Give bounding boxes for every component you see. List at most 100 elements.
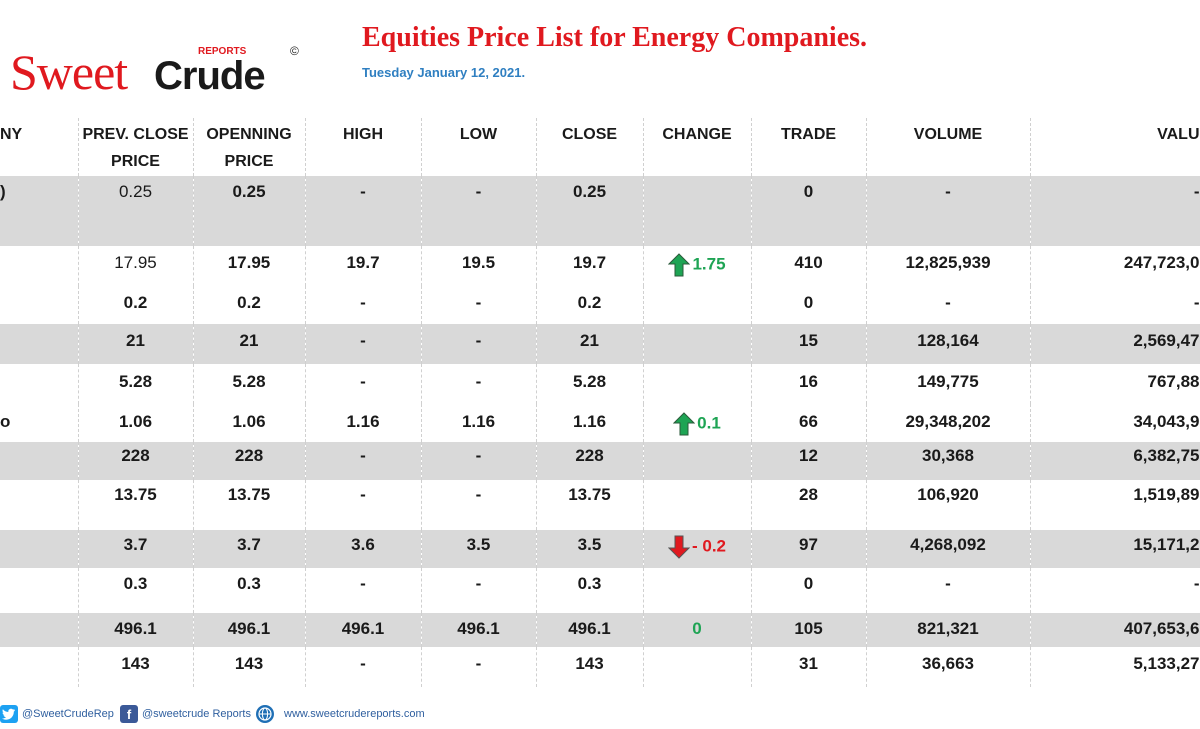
cell-open: 21 [193, 324, 306, 364]
cell-prev: 5.28 [78, 364, 194, 404]
cell-low: - [421, 364, 537, 404]
cell-value: 2,569,47 [1030, 324, 1200, 364]
cell-volume: 29,348,202 [866, 404, 1031, 442]
cell-company [0, 442, 79, 480]
cell-close: 13.75 [536, 480, 644, 530]
cell-prev: 0.2 [78, 286, 194, 324]
table-row: 496.1 496.1 496.1 496.1 496.1 0 105 821,321 407,… [0, 613, 1200, 647]
arrow-down-icon [667, 535, 690, 559]
table-row: 0.3 0.3- -0.3 0- - [0, 568, 1200, 613]
table-row: 21 21- -21 15 128,164 2,569,47 [0, 324, 1200, 364]
cell-volume: 4,268,092 [866, 530, 1031, 568]
logo-crude: Crude [154, 54, 266, 98]
cell-open: 5.28 [193, 364, 306, 404]
cell-volume: 30,368 [866, 442, 1031, 480]
column-header: OPENNING PRICE [193, 118, 306, 176]
column-header-label: NY [0, 126, 23, 143]
cell-volume: 36,663 [866, 647, 1031, 687]
column-header-label: VALU [1157, 126, 1200, 143]
cell-value: - [1030, 568, 1200, 613]
column-header: LOW [421, 118, 537, 176]
cell-high: - [305, 480, 422, 530]
cell-open: 3.7 [193, 530, 306, 568]
cell-value: 1,519,89 [1030, 480, 1200, 530]
cell-company [0, 647, 79, 687]
cell-value: 34,043,9 [1030, 404, 1200, 442]
globe-icon [256, 705, 274, 723]
cell-change: - 0.2 [643, 530, 752, 568]
cell-close: 0.25 [536, 176, 644, 246]
cell-value: 5,133,27 [1030, 647, 1200, 687]
cell-company [0, 530, 79, 568]
page-title: Equities Price List for Energy Companies… [362, 22, 868, 53]
website-url: www.sweetcrudereports.com [284, 708, 425, 720]
cell-prev: 13.75 [78, 480, 194, 530]
table-row: 143 143- -143 31 36,663 5,133,27 [0, 647, 1200, 687]
cell-trade: 105 [751, 613, 867, 647]
column-header-label: OPENNING [206, 126, 292, 143]
change-value: 1.75 [692, 254, 726, 274]
facebook-handle: @sweetcrude Reports [142, 708, 251, 720]
cell-company [0, 568, 79, 613]
cell-change [643, 647, 752, 687]
cell-value: - [1030, 176, 1200, 246]
twitter-link[interactable]: @SweetCrudeRep [0, 705, 114, 723]
table-row: 5.28 5.28- -5.28 16 149,775 767,88 [0, 364, 1200, 404]
cell-prev: 496.1 [78, 613, 194, 647]
cell-company [0, 480, 79, 530]
cell-low: - [421, 286, 537, 324]
cell-trade: 0 [751, 286, 867, 324]
cell-trade: 0 [751, 568, 867, 613]
column-header-label: PREV. CLOSE [82, 126, 189, 143]
facebook-link[interactable]: f @sweetcrude Reports [120, 705, 251, 723]
cell-prev: 1.06 [78, 404, 194, 442]
report-date: Tuesday January 12, 2021. [362, 65, 526, 80]
cell-change [643, 324, 752, 364]
cell-value: 767,88 [1030, 364, 1200, 404]
cell-prev: 3.7 [78, 530, 194, 568]
cell-high: - [305, 364, 422, 404]
cell-prev: 0.3 [78, 568, 194, 613]
cell-high: 496.1 [305, 613, 422, 647]
cell-volume: 149,775 [866, 364, 1031, 404]
cell-low: 496.1 [421, 613, 537, 647]
cell-company [0, 324, 79, 364]
cell-company [0, 364, 79, 404]
cell-close: 496.1 [536, 613, 644, 647]
logo-reports: REPORTS [196, 46, 249, 57]
website-link[interactable]: www.sweetcrudereports.com [256, 705, 425, 723]
cell-open: 0.3 [193, 568, 306, 613]
column-header: PREV. CLOSE PRICE [78, 118, 194, 176]
cell-volume: 106,920 [866, 480, 1031, 530]
cell-high: - [305, 286, 422, 324]
cell-value: 15,171,2 [1030, 530, 1200, 568]
cell-trade: 28 [751, 480, 867, 530]
cell-prev: 17.95 [78, 246, 194, 286]
cell-high: - [305, 442, 422, 480]
cell-close: 5.28 [536, 364, 644, 404]
cell-value: 6,382,75 [1030, 442, 1200, 480]
column-header-label: CHANGE [662, 126, 732, 143]
cell-volume: 821,321 [866, 613, 1031, 647]
cell-high: - [305, 176, 422, 246]
twitter-icon [0, 705, 18, 723]
cell-high: - [305, 568, 422, 613]
cell-trade: 12 [751, 442, 867, 480]
cell-trade: 31 [751, 647, 867, 687]
table-row: o 1.06 1.06 1.16 1.16 1.16 0.1 66 29,348,202 34,0… [0, 404, 1200, 442]
cell-close: 228 [536, 442, 644, 480]
cell-high: 1.16 [305, 404, 422, 442]
cell-change [643, 442, 752, 480]
column-header-label: LOW [459, 126, 498, 143]
cell-trade: 97 [751, 530, 867, 568]
cell-open: 496.1 [193, 613, 306, 647]
cell-low: - [421, 176, 537, 246]
change-value: 0.1 [697, 413, 721, 433]
cell-close: 1.16 [536, 404, 644, 442]
cell-trade: 16 [751, 364, 867, 404]
cell-change: 0.1 [643, 404, 752, 442]
cell-company: ) [0, 176, 79, 246]
cell-low: 3.5 [421, 530, 537, 568]
table-row: 3.7 3.7 3.6 3.5 3.5- 0.2 97 4,268,092 15,171,2 [0, 530, 1200, 568]
column-header: CLOSE [536, 118, 644, 176]
